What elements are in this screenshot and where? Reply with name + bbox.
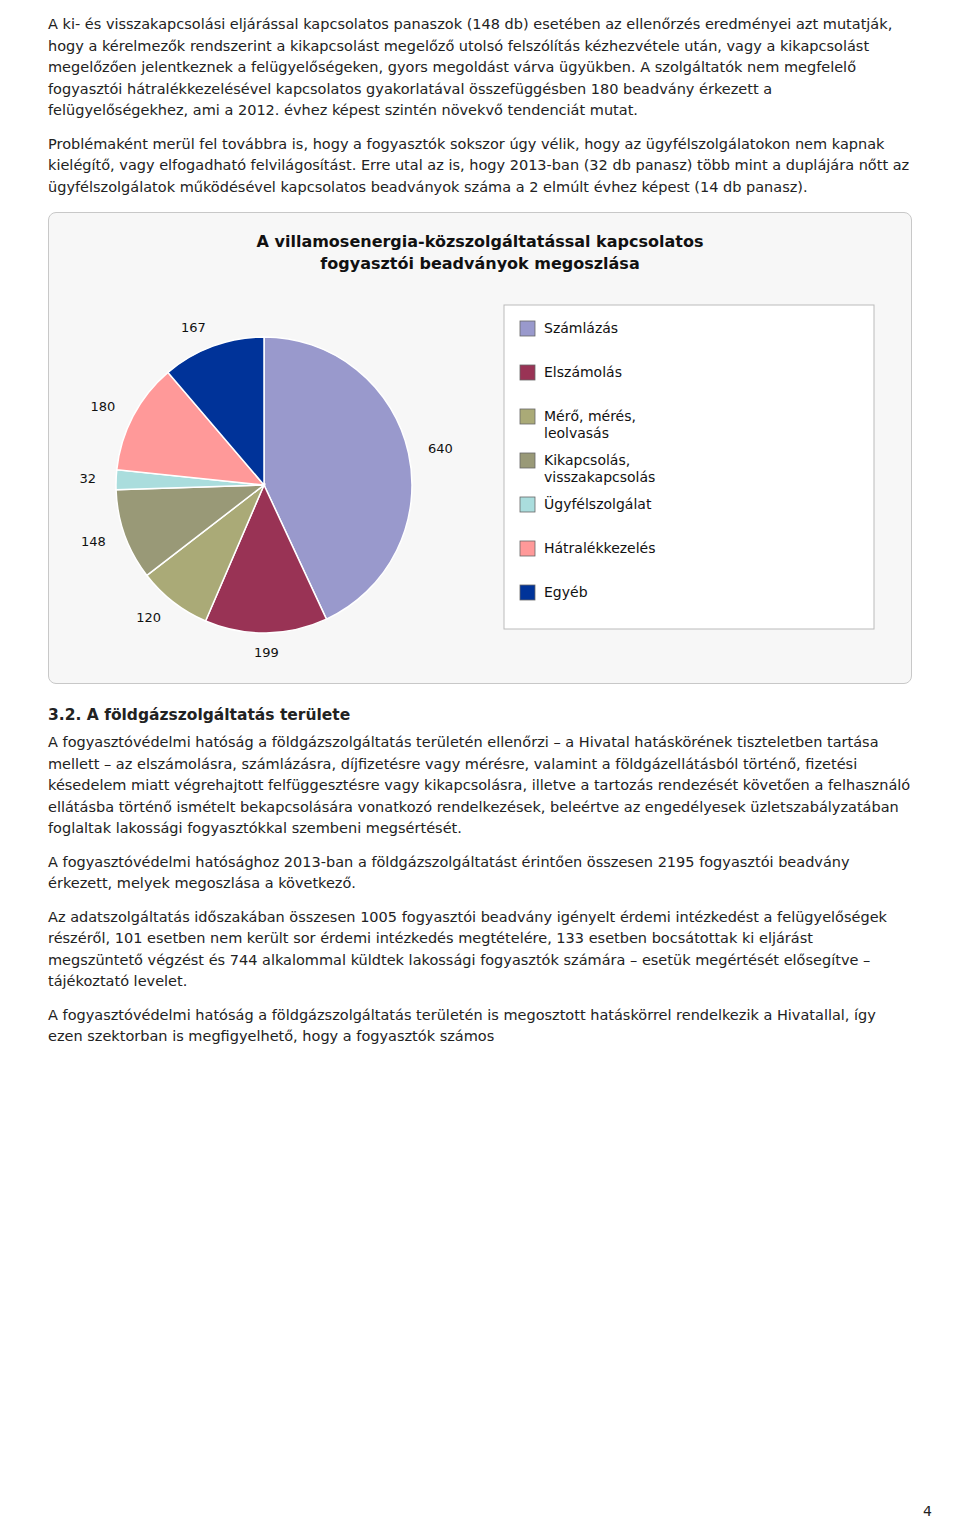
legend-swatch	[520, 321, 535, 336]
data-label: 640	[428, 441, 453, 456]
legend-frame	[504, 305, 874, 629]
page-number: 4	[923, 1503, 932, 1519]
paragraph: A fogyasztóvédelmi hatóság a földgázszol…	[48, 732, 912, 840]
legend-entry: Elszámolás	[544, 364, 622, 380]
data-label: 199	[254, 645, 279, 660]
pie-slice	[116, 485, 264, 575]
chart-box: A villamosenergia-közszolgáltatással kap…	[48, 212, 912, 684]
pie-slice	[168, 337, 264, 485]
legend-swatch	[520, 497, 535, 512]
chart-title: A villamosenergia-közszolgáltatással kap…	[257, 232, 704, 273]
paragraph: Problémaként merül fel továbbra is, hogy…	[48, 134, 912, 199]
paragraph: A ki- és visszakapcsolási eljárással kap…	[48, 14, 912, 122]
paragraph: A fogyasztóvédelmi hatóság a földgázszol…	[48, 1005, 912, 1048]
heading: 3.2. A földgázszolgáltatás területe	[48, 706, 912, 724]
legend-entry: Egyéb	[544, 584, 588, 600]
legend-swatch	[520, 541, 535, 556]
legend-swatch	[520, 453, 535, 468]
data-labels: 640 199 120 148 32 180 167	[80, 320, 453, 661]
paragraph: A fogyasztóvédelmi hatósághoz 2013-ban a…	[48, 852, 912, 895]
legend-entry: Ügyfélszolgálat	[544, 495, 652, 512]
legend-swatch	[520, 409, 535, 424]
paragraph: Az adatszolgáltatás időszakában összesen…	[48, 907, 912, 993]
data-label: 120	[136, 610, 161, 625]
chart: A villamosenergia-közszolgáltatással kap…	[49, 213, 911, 683]
legend-entry: Kikapcsolás,visszakapcsolás	[544, 452, 655, 485]
data-label: 167	[181, 320, 206, 335]
data-label: 32	[80, 471, 97, 486]
legend-swatch	[520, 365, 535, 380]
data-label: 180	[90, 399, 115, 414]
data-label: 148	[81, 534, 106, 549]
pie	[116, 337, 412, 633]
legend-entry: Számlázás	[544, 320, 618, 336]
legend-entry: Mérő, mérés,leolvasás	[544, 408, 636, 441]
legend-swatch	[520, 585, 535, 600]
page: A ki- és visszakapcsolási eljárással kap…	[48, 14, 912, 1060]
legend-entry: Hátralékkezelés	[544, 540, 656, 556]
legend: Számlázás Elszámolás Mérő, mérés,leolvasás…	[504, 305, 874, 629]
